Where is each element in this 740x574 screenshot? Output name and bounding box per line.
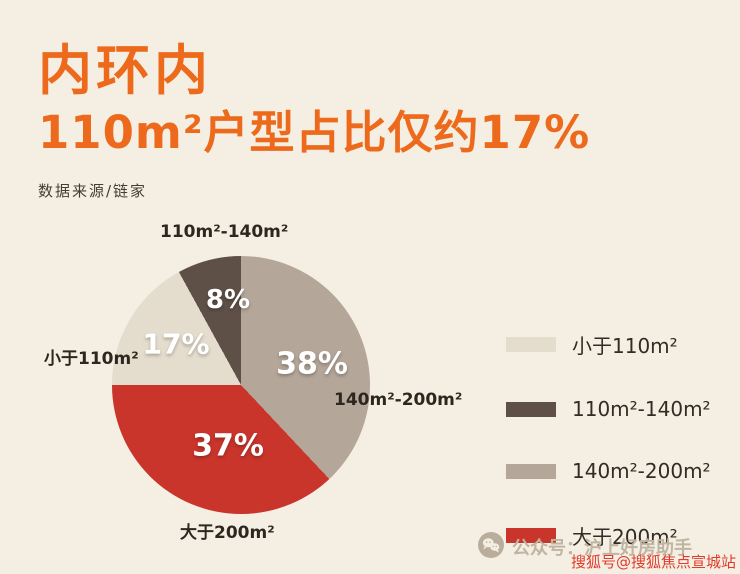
- wechat-watermark-text: 公众号：沪上好房助手: [512, 538, 692, 559]
- page-title: 内环内: [38, 39, 212, 102]
- pie-slice-callout-110-140: 110m²-140m²: [160, 222, 289, 242]
- legend-item-140-200: 140m²-200m²: [506, 459, 711, 483]
- legend-swatch-110-140: [506, 401, 556, 417]
- pie-percent-label-gt200: 37%: [192, 428, 264, 464]
- legend-swatch-140-200: [506, 463, 556, 479]
- wechat-watermark: 公众号：沪上好房助手: [478, 532, 692, 562]
- page-subtitle: 110m²户型占比仅约17%: [38, 106, 591, 159]
- wechat-icon: [478, 532, 504, 562]
- legend-label: 110m²-140m²: [572, 397, 711, 421]
- pie-slice-callout-140-200: 140m²-200m²: [334, 390, 463, 410]
- legend-item-110-140: 110m²-140m²: [506, 397, 711, 421]
- legend-label: 140m²-200m²: [572, 459, 711, 483]
- legend-item-lt110: 小于110m²: [506, 330, 711, 359]
- legend-swatch-lt110: [506, 337, 556, 352]
- legend: 小于110m² 110m²-140m² 140m²-200m² 大于200m²: [506, 330, 711, 550]
- pie-chart: 38% 37% 17% 8%: [112, 256, 370, 514]
- data-source-note: 数据来源/链家: [38, 182, 148, 200]
- pie-percent-label-140-200: 38%: [276, 346, 348, 382]
- legend-label: 小于110m²: [572, 334, 678, 358]
- pie-slice-callout-gt200: 大于200m²: [180, 523, 275, 543]
- legend-item-gt200: 大于200m²: [506, 521, 711, 550]
- sohu-watermark-text: 搜狐号@搜狐焦点宣城站: [570, 553, 736, 571]
- pie-slice-callout-lt110: 小于110m²: [44, 349, 139, 369]
- legend-swatch-gt200: [506, 528, 556, 543]
- pie-percent-label-110-140: 8%: [205, 285, 251, 315]
- legend-label: 大于200m²: [572, 525, 678, 549]
- pie-percent-label-lt110: 17%: [142, 327, 210, 361]
